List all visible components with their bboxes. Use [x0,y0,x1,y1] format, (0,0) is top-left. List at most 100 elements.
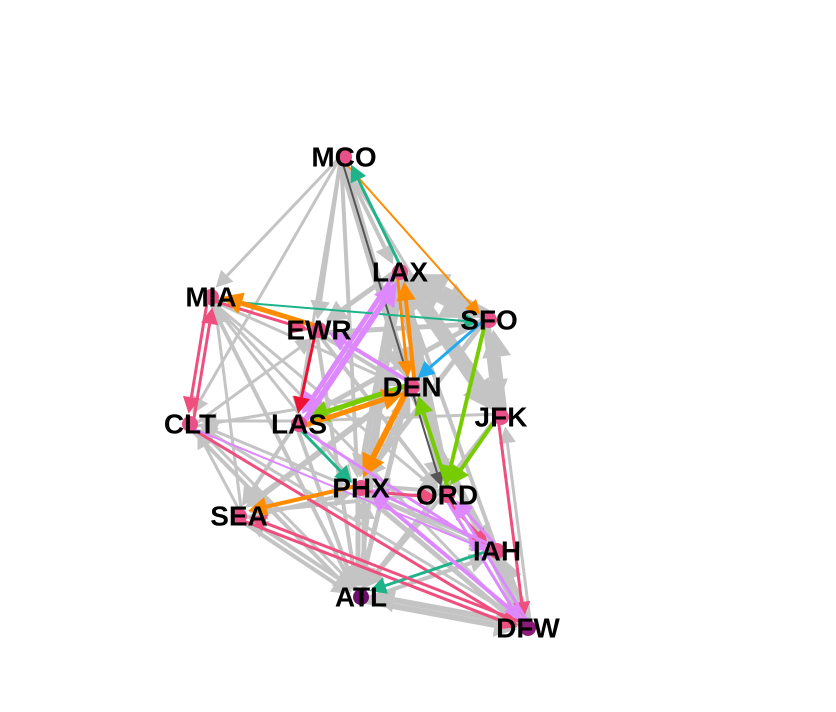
edge-arrowhead [302,390,323,415]
edge-line [406,303,453,496]
edge-arrowhead [499,613,518,630]
edge-arrowhead [465,298,481,315]
node-ewr [311,322,327,338]
edge-arrowhead [414,395,434,417]
edge-line [209,439,365,596]
node-label-jfk: JFK [475,402,528,433]
edge-clt-mia [191,307,219,425]
edge-las-lax [299,281,397,428]
edge-ewr-mia [221,292,321,330]
edge-arrowhead [334,464,352,483]
edge-line [226,153,343,277]
edge-layer [182,153,534,637]
edge-ord-den [414,395,452,495]
edge-line [325,412,501,422]
edge-den-lax [396,281,417,387]
edge-arrowhead [294,338,313,356]
edge-line [236,516,337,586]
edge-dfw-ord [454,501,532,628]
edge-sfo-den [417,316,489,379]
edge-arrowhead [375,243,394,265]
edge-line [344,340,415,387]
edge-arrowhead [241,484,261,506]
edge-arrowhead [501,559,522,583]
node-las [291,416,307,432]
node-label-mco: MCO [311,142,376,173]
edge-line [295,425,342,473]
node-label-ord: ORD [416,480,478,511]
edge-arrowhead [396,281,416,302]
edge-line [207,298,509,612]
node-sfo [481,312,497,328]
node-mco [336,149,352,165]
edge-arrowhead [201,307,219,326]
edge-arrowhead [215,269,234,288]
edge-line [385,495,499,550]
edge-jfk-lax [408,278,508,418]
edge-line [209,298,388,381]
node-label-las: LAS [271,409,327,440]
edge-line [326,381,412,414]
edge-ewr-las [293,329,318,414]
edge-line [187,425,505,619]
node-label-sfo: SFO [460,305,518,336]
node-label-iah: IAH [473,536,521,567]
edge-ord-atl [365,491,447,588]
edge-line [439,286,494,323]
edge-line [341,158,472,305]
edge-line [191,323,212,425]
node-label-ewr: EWR [286,315,351,346]
edge-arrowhead [408,278,439,312]
edge-line [421,300,508,418]
node-phx [353,480,369,496]
edge-sea-atl [236,516,352,594]
edge-mco-sfo [341,158,481,315]
node-label-mia: MIA [185,282,236,313]
edge-line [360,489,421,498]
edge-line [505,442,533,628]
node-clt [182,416,198,432]
edge-arrowhead [419,487,437,505]
edge-line [375,491,447,575]
edge-arrowhead [373,281,397,309]
node-dfw [520,620,536,636]
edge-phx-ord [360,487,437,505]
edge-line [300,329,318,398]
edge-dfw-phx [370,492,532,628]
node-lax [392,264,408,280]
edge-dfw-jfk [498,426,533,628]
edge-line [188,425,474,546]
edge-den-ewr [329,332,415,387]
node-jfk [493,409,509,425]
edge-line [203,445,243,516]
edge-line [213,433,531,627]
edge-line [421,412,452,495]
edge-arrowhead [482,329,512,359]
edge-mia-sfo [210,298,479,329]
edge-line [296,425,474,541]
edge-arrowhead [417,360,436,379]
edge-line [215,322,244,516]
edge-line [465,511,501,551]
edge-line [298,156,343,398]
edge-las-den [299,389,404,430]
edge-lax-mco [350,164,405,272]
node-label-lax: LAX [372,257,428,288]
edge-arrowhead [248,497,269,517]
edge-line [206,297,348,574]
edge-line [448,318,489,467]
edge-las-phx [295,425,352,483]
node-iah [489,543,505,559]
edge-arrowhead [221,292,245,314]
node-label-dfw: DFW [496,613,560,644]
edge-line [299,397,385,430]
node-label-den: DEN [382,372,441,403]
edge-line [492,356,508,418]
edge-line [264,521,530,627]
edge-line [240,300,321,330]
edge-line [263,527,364,597]
edge-line [319,322,459,336]
edge-arrowhead [429,470,445,487]
edge-arrowhead [397,359,415,378]
